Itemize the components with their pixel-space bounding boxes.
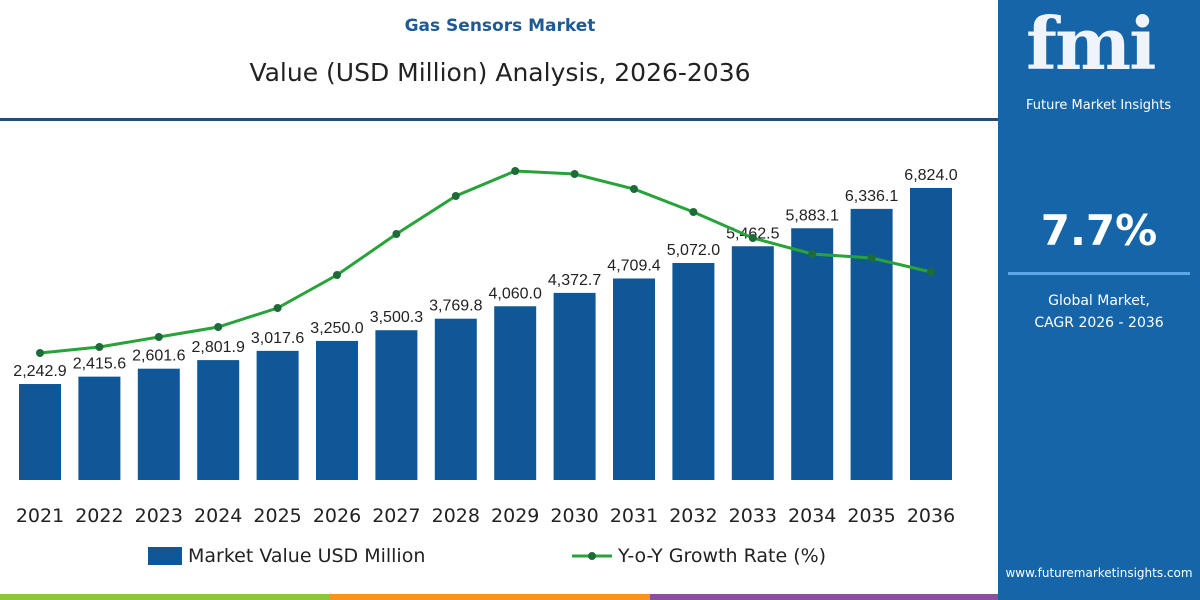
growth-point-2032 (689, 208, 698, 216)
growth-point-2022 (95, 343, 104, 351)
bar-label-2021: 2,242.9 (13, 363, 66, 380)
fmi-logo: fmi (1026, 4, 1155, 84)
x-tick-2035: 2035 (847, 505, 895, 527)
bar-2033 (731, 246, 774, 480)
growth-point-2024 (214, 323, 223, 331)
chart-title: Value (USD Million) Analysis, 2026-2036 (249, 58, 751, 87)
x-tick-2026: 2026 (313, 505, 361, 527)
bar-2029 (494, 306, 537, 480)
x-tick-2024: 2024 (194, 505, 242, 527)
bar-label-2027: 3,500.3 (370, 309, 423, 326)
bar-2031 (613, 278, 655, 480)
bar-2022 (78, 376, 121, 480)
cagr-label-1: Global Market, (1048, 293, 1150, 309)
bar-2023 (137, 368, 180, 480)
stripe-green (0, 594, 330, 600)
bar-label-2023: 2,601.6 (132, 348, 185, 365)
x-tick-2029: 2029 (491, 505, 539, 527)
growth-point-2036 (927, 268, 935, 276)
x-tick-2033: 2033 (729, 505, 777, 527)
x-tick-2022: 2022 (75, 505, 123, 527)
bar-label-2032: 5,072.0 (667, 242, 720, 259)
growth-line (39, 169, 932, 355)
logo-subtitle: Future Market Insights (1026, 98, 1172, 113)
legend-line-label: Y-o-Y Growth Rate (%) (618, 545, 827, 567)
bar-label-2025: 3,017.6 (251, 330, 304, 347)
x-tick-2030: 2030 (550, 505, 598, 527)
x-tick-2036: 2036 (907, 505, 955, 527)
growth-point-2027 (392, 230, 401, 238)
stripe-purple (650, 594, 998, 600)
growth-point-2026 (333, 271, 341, 279)
x-tick-2031: 2031 (610, 505, 658, 527)
growth-point-2030 (570, 170, 579, 178)
cagr-label-2: CAGR 2026 - 2036 (1034, 315, 1164, 331)
growth-point-2021 (36, 349, 44, 357)
bar-label-2036: 6,824.0 (904, 167, 957, 184)
bar-label-2028: 3,769.8 (429, 298, 482, 315)
x-tick-2025: 2025 (253, 505, 301, 527)
growth-point-2034 (808, 250, 817, 258)
legend-line: Y-o-Y Growth Rate (%) (572, 545, 826, 567)
bar-2036 (910, 188, 952, 480)
growth-point-2029 (511, 167, 520, 175)
x-tick-2023: 2023 (135, 505, 183, 527)
x-tick-2027: 2027 (372, 505, 420, 527)
chart-kicker: Gas Sensors Market (404, 16, 596, 36)
bar-2032 (672, 262, 715, 480)
website-link[interactable]: www.futuremarketinsights.com (1005, 566, 1193, 580)
growth-point-2033 (748, 234, 757, 242)
legend-line-swatch (572, 552, 612, 560)
x-tick-2032: 2032 (669, 505, 717, 527)
x-tick-2028: 2028 (432, 505, 480, 527)
cagr-value: 7.7% (1040, 206, 1158, 255)
bar-2024 (197, 360, 240, 480)
bar-2035 (850, 208, 893, 480)
bar-2027 (375, 330, 418, 480)
legend-bar-label: Market Value USD Million (188, 545, 426, 567)
bar-2021 (19, 384, 61, 480)
bar-2025 (256, 350, 299, 480)
bar-label-2034: 5,883.1 (786, 207, 839, 224)
legend-bar: Market Value USD Million (148, 545, 425, 567)
growth-point-2028 (451, 192, 460, 200)
bar-label-2030: 4,372.7 (548, 272, 601, 289)
cagr-divider (1008, 272, 1190, 275)
bar-label-2033: 5,462.5 (726, 225, 779, 242)
bar-label-2022: 2,415.6 (73, 356, 126, 373)
growth-point-2023 (154, 333, 163, 341)
bar-2028 (434, 318, 477, 480)
header-divider (0, 118, 998, 121)
growth-point-2031 (630, 185, 638, 193)
bar-label-2029: 4,060.0 (489, 285, 542, 302)
growth-point-2035 (867, 254, 876, 262)
stripe-orange (330, 594, 650, 600)
bar-2034 (791, 228, 834, 480)
legend-bar-swatch (148, 547, 182, 565)
bar-label-2035: 6,336.1 (845, 188, 898, 205)
bar-label-2026: 3,250.0 (310, 320, 363, 337)
sidebar: fmi Future Market Insights 7.7% Global M… (998, 0, 1200, 600)
growth-point-2025 (273, 304, 282, 312)
x-tick-2034: 2034 (788, 505, 836, 527)
bar-label-2031: 4,709.4 (607, 257, 660, 274)
chart-area: 2,242.9 2021 2,415.6 2022 2,601.6 2023 2,801.9… (13, 167, 958, 527)
bar-2026 (316, 340, 358, 480)
bar-label-2024: 2,801.9 (192, 339, 245, 356)
bar-2030 (553, 292, 596, 480)
x-tick-2021: 2021 (16, 505, 64, 527)
